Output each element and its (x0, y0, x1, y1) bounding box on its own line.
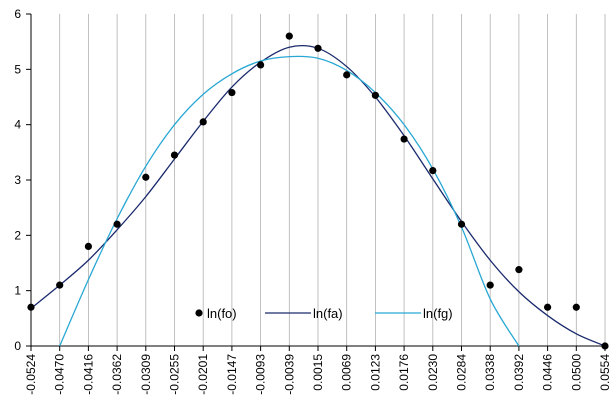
data-point (400, 135, 408, 143)
y-axis-ticks: 0 1 2 3 4 5 6 (14, 7, 31, 353)
x-tick-label: 0.0176 (397, 354, 411, 391)
data-point (314, 44, 322, 52)
y-tick-label: 4 (14, 118, 21, 132)
data-point (572, 303, 580, 311)
data-point (228, 88, 236, 97)
x-tick-label: -0.0470 (53, 354, 67, 395)
data-point (601, 342, 609, 350)
data-point (257, 61, 265, 69)
x-tick-label: -0.0147 (225, 354, 239, 395)
data-point (371, 91, 379, 99)
data-point (56, 281, 64, 289)
x-tick-label: 0.0123 (368, 354, 382, 391)
y-tick-label: 6 (14, 7, 21, 21)
legend: ln(fo) ln(fa) ln(fg) (195, 306, 453, 321)
data-point (429, 166, 437, 175)
data-point (27, 303, 35, 311)
legend-label: ln(fa) (313, 306, 343, 321)
y-tick-label: 3 (14, 173, 21, 187)
series-layer (27, 32, 609, 350)
data-point (142, 173, 150, 181)
data-point (170, 151, 179, 159)
x-tick-label: 0.0554 (598, 354, 610, 391)
x-tick-label: 0.0284 (455, 354, 469, 391)
x-axis-ticks: -0.0524 -0.0470 -0.0416 -0.0362 -0.0309 -0.02… (24, 346, 610, 395)
legend-marker (195, 309, 203, 317)
x-tick-label: -0.0362 (110, 354, 124, 395)
x-tick-label: -0.0309 (139, 354, 153, 395)
y-tick-label: 2 (14, 228, 21, 242)
x-tick-label: -0.0093 (254, 354, 268, 395)
x-tick-label: -0.0524 (24, 354, 38, 395)
data-point (199, 118, 207, 126)
series-line-ln(fg) (59, 55, 520, 347)
x-tick-label: -0.0255 (168, 354, 182, 395)
y-tick-label: 1 (14, 284, 21, 298)
data-point (343, 71, 351, 79)
x-tick-label: -0.0039 (282, 354, 296, 395)
data-point (84, 242, 92, 250)
data-point (113, 220, 121, 228)
x-tick-label: 0.0015 (311, 354, 325, 391)
x-tick-label: 0.0500 (569, 354, 583, 391)
data-point (544, 303, 552, 311)
x-tick-label: 0.0392 (512, 354, 526, 391)
x-tick-label: 0.0446 (541, 354, 555, 391)
x-tick-label: -0.0416 (81, 354, 95, 395)
x-tick-label: -0.0201 (196, 354, 210, 395)
grid (30, 14, 606, 346)
data-point (486, 281, 494, 289)
data-point (285, 32, 293, 40)
x-tick-label: 0.0230 (426, 354, 440, 391)
legend-label: ln(fo) (207, 306, 237, 321)
y-tick-label: 0 (14, 339, 21, 353)
x-tick-label: 0.0338 (483, 354, 497, 391)
y-tick-label: 5 (14, 62, 21, 76)
x-tick-label: 0.0069 (340, 354, 354, 391)
legend-label: ln(fg) (423, 306, 453, 321)
data-point (515, 266, 523, 274)
data-point (457, 220, 466, 228)
